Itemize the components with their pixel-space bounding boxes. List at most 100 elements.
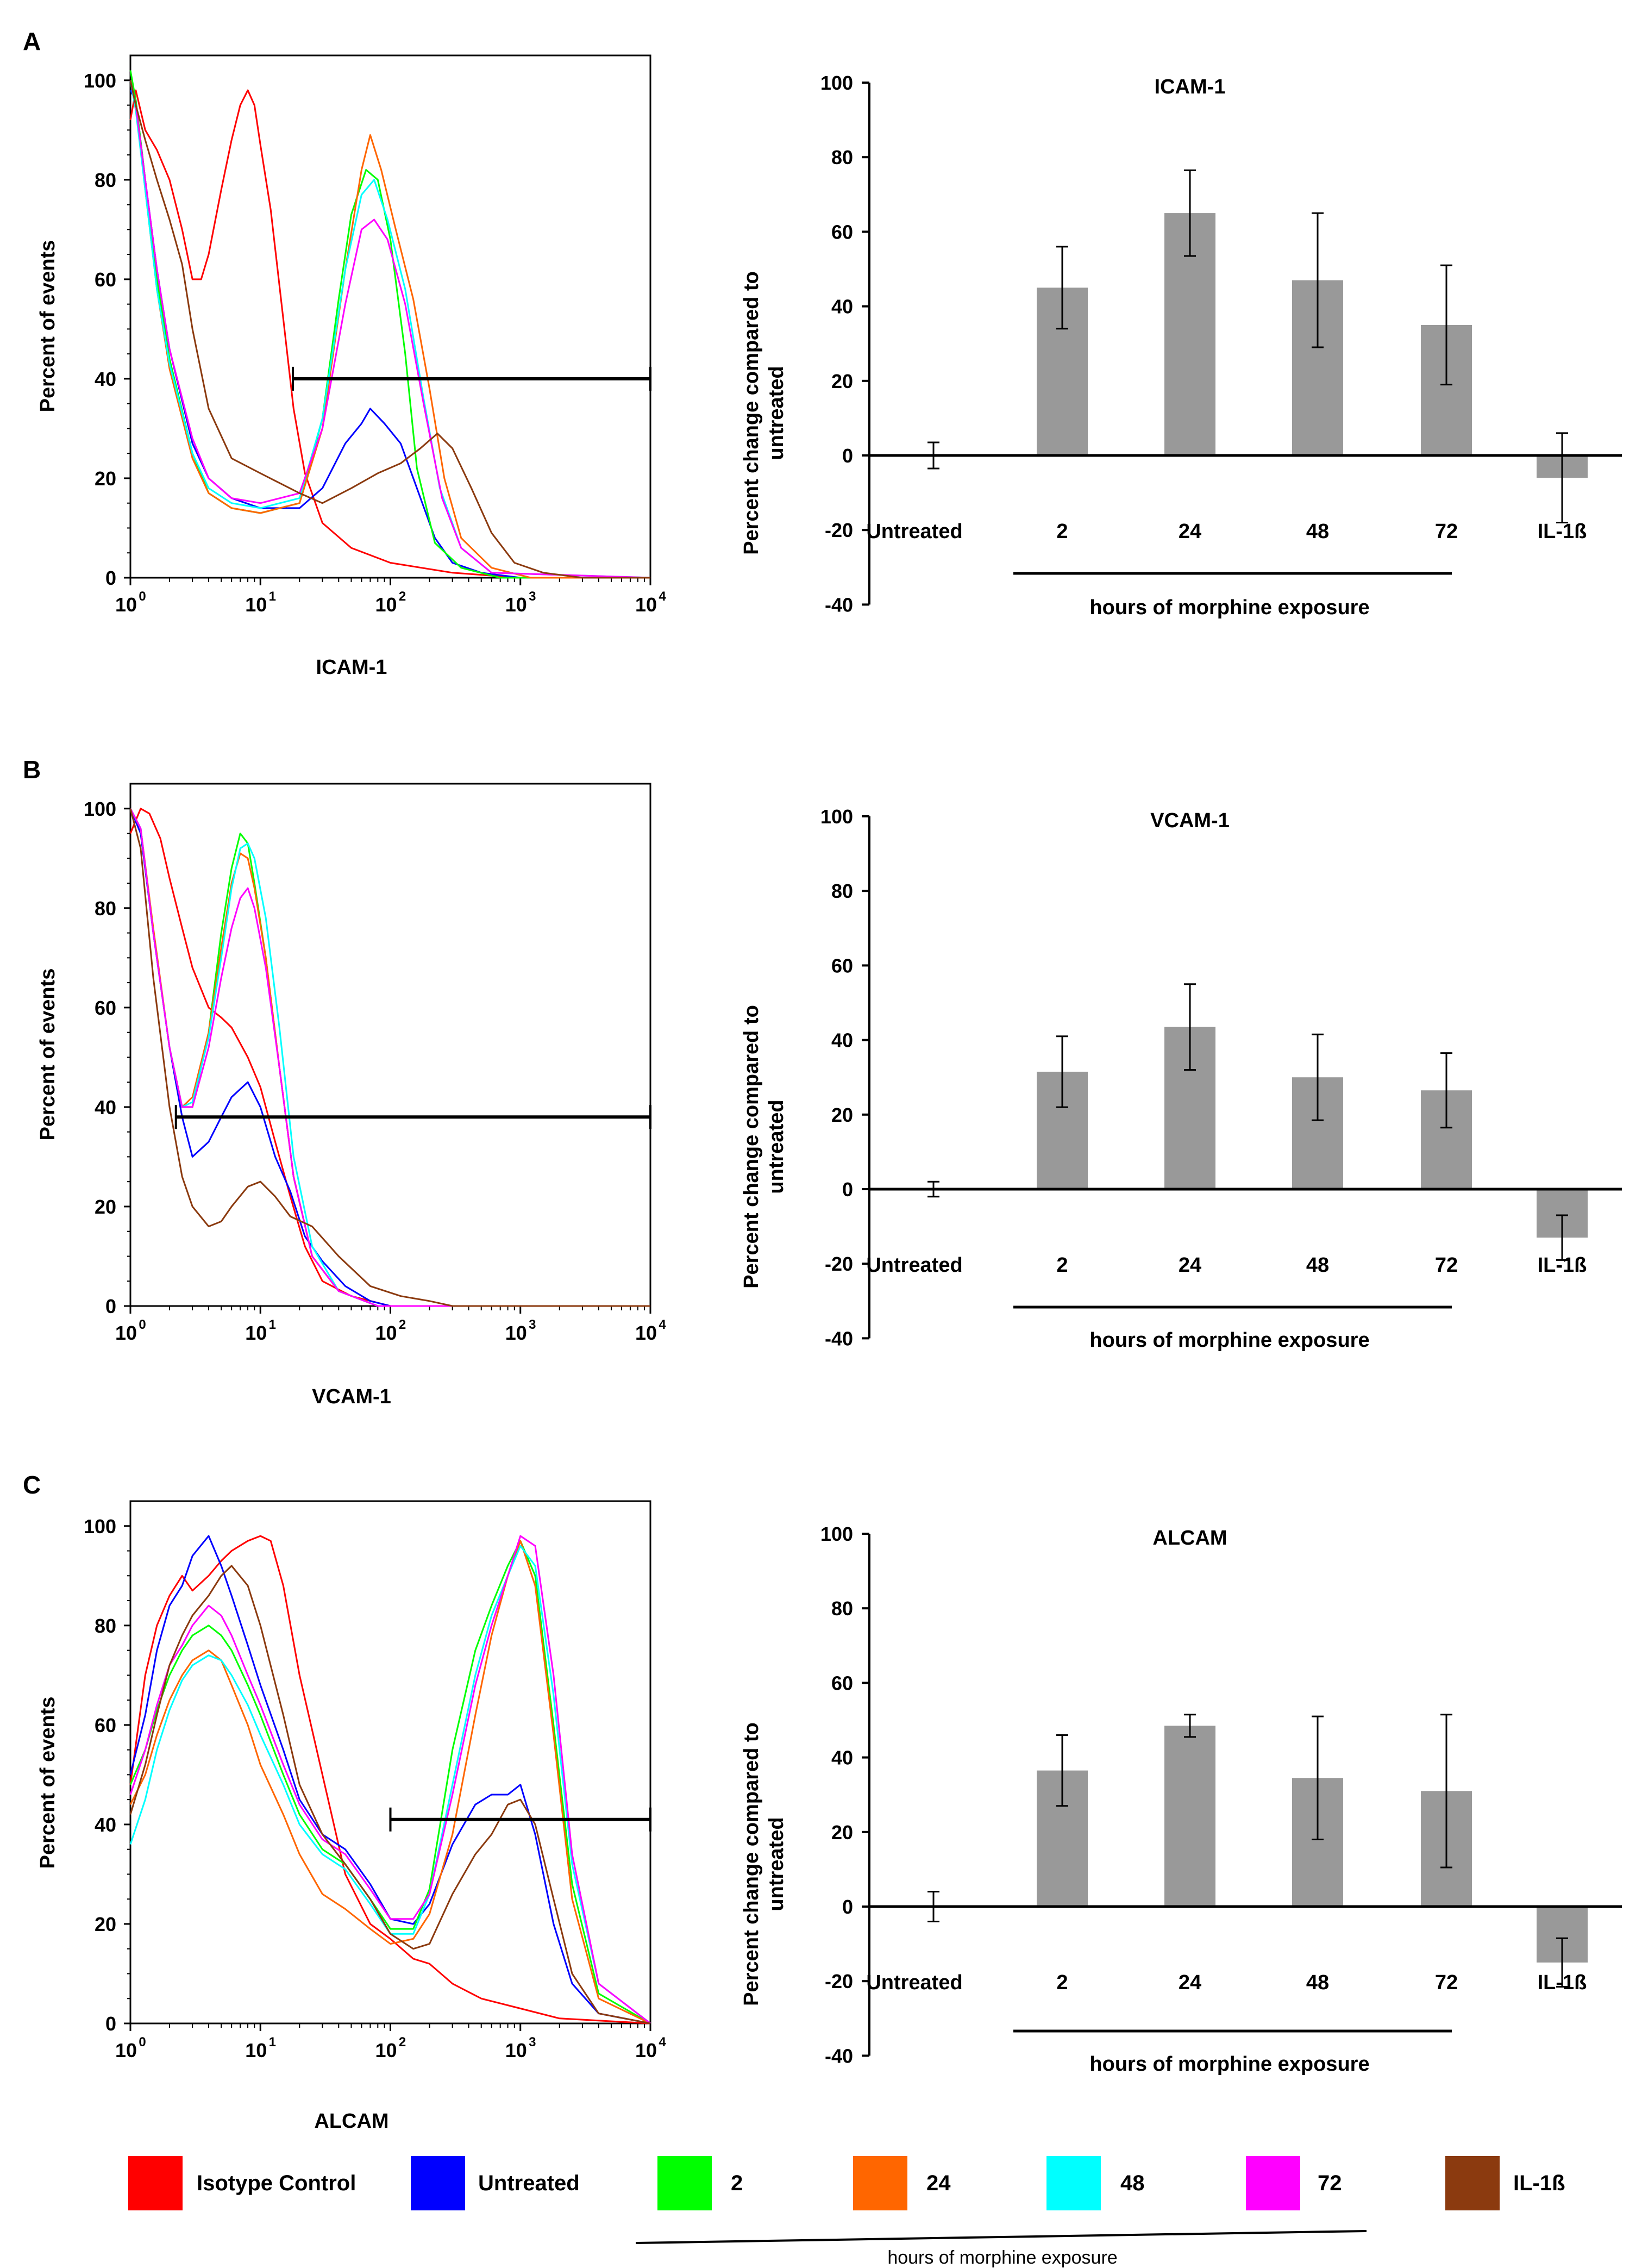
legend-label-isotype: Isotype Control (197, 2171, 356, 2195)
bar-category-label: IL-1ß (1538, 1971, 1587, 1994)
y-tick-label: 0 (105, 2013, 116, 2035)
bar-chart-a: -40 -20 0 20 40 60 80 100 Untreated 2 24 48 72 IL-1ß (820, 72, 1622, 616)
histogram-series-line (129, 1535, 651, 2025)
x-tick-exponent: 0 (139, 2035, 146, 2050)
histogram-series-line (129, 90, 650, 579)
bar-y-tick-label: -20 (825, 1253, 853, 1275)
x-tick-label: 10 (505, 1322, 527, 1344)
x-tick-label: 10 (505, 2039, 527, 2061)
y-tick-label: 60 (95, 997, 116, 1019)
bar-chart-b: -40 -20 0 20 40 60 80 100 Untreated 2 24 48 72 IL-1ß (820, 805, 1622, 1349)
bar-y-tick-label: 80 (831, 880, 853, 902)
legend-group-line (635, 2230, 1367, 2244)
bar-y-tick-label: 60 (831, 221, 853, 243)
histogram-series-line (129, 89, 650, 579)
bar-ylabel-c-line1: Percent change compared to (740, 1722, 763, 2006)
legend-footer: hours of morphine exposure (887, 2247, 1117, 2268)
y-tick-label: 0 (105, 1295, 116, 1317)
bar-chart-c: -40 -20 0 20 40 60 80 100 Untreated 2 24 48 72 IL-1ß (820, 1523, 1622, 2067)
bar-y-tick-label: 20 (831, 1104, 853, 1126)
histogram-series-line (129, 80, 650, 579)
histogram-series-line (129, 1540, 651, 2025)
histogram-ylabel-c: Percent of events (36, 1697, 59, 1869)
bar-y-tick-label: 0 (842, 445, 853, 467)
bar-title-a: ICAM-1 (1155, 76, 1226, 98)
bar-y-tick-label: 20 (831, 1821, 853, 1844)
histogram-ylabel-a: Percent of events (36, 240, 59, 413)
x-tick-exponent: 3 (529, 1317, 536, 1332)
bar-category-label: Untreated (866, 1254, 962, 1277)
x-tick-exponent: 4 (659, 589, 666, 604)
x-tick-exponent: 2 (399, 2035, 406, 2050)
y-tick-label: 20 (95, 467, 116, 490)
bar-category-label: Untreated (866, 1971, 962, 1994)
legend-swatch-48h (1046, 2156, 1101, 2210)
legend-label-72h: 72 (1318, 2171, 1342, 2195)
histogram-series-line (129, 1535, 651, 2025)
x-tick-label: 10 (245, 593, 267, 616)
x-tick-label: 10 (115, 1322, 137, 1344)
histogram-frame (129, 1500, 651, 2025)
bar-ylabel-b-line2: untreated (765, 1099, 788, 1194)
legend-label-24h: 24 (926, 2171, 951, 2195)
bar-y-tick-label: -40 (825, 2045, 853, 2067)
histogram-series-line (129, 1535, 651, 2025)
x-tick-label: 10 (635, 2039, 657, 2061)
bar-y-tick-label: 40 (831, 296, 853, 318)
y-tick-label: 100 (84, 1515, 116, 1538)
legend-label-2h: 2 (731, 2171, 743, 2195)
y-tick-label: 60 (95, 268, 116, 291)
histogram-series-line (129, 1565, 651, 2025)
bar-y-tick-label: 100 (820, 72, 853, 94)
bar-title-c: ALCAM (1152, 1527, 1227, 1550)
bar-category-label: 2 (1056, 520, 1068, 543)
histogram-series-line (129, 70, 650, 579)
histogram-frame (129, 54, 651, 579)
bar-y-tick-label: 40 (831, 1029, 853, 1052)
y-tick-label: 100 (84, 70, 116, 92)
y-tick-label: 40 (95, 1096, 116, 1119)
x-tick-exponent: 1 (269, 2035, 276, 2050)
histogram-series-line (129, 1545, 651, 2025)
legend-swatch-isotype (128, 2156, 183, 2210)
x-tick-exponent: 3 (529, 589, 536, 604)
bar-y-tick-label: -20 (825, 1970, 853, 1992)
x-tick-label: 10 (635, 593, 657, 616)
bar-y-tick-label: 80 (831, 1597, 853, 1620)
panel-letter-c: C (23, 1471, 41, 1499)
x-tick-label: 10 (375, 2039, 397, 2061)
histogram-series-line (129, 808, 650, 1307)
x-tick-exponent: 0 (139, 1317, 146, 1332)
legend-swatch-il1b (1445, 2156, 1500, 2210)
x-tick-exponent: 4 (659, 1317, 666, 1332)
bar-category-label: IL-1ß (1538, 1254, 1587, 1277)
x-tick-label: 10 (115, 593, 137, 616)
y-tick-label: 80 (95, 169, 116, 191)
bar-y-tick-label: -40 (825, 1327, 853, 1349)
legend-label-48h: 48 (1120, 2171, 1145, 2195)
x-tick-label: 10 (375, 1322, 397, 1344)
histogram-series-line (129, 808, 650, 1307)
bar-category-label: 48 (1306, 1971, 1329, 1994)
x-tick-label: 10 (635, 1322, 657, 1344)
legend-label-il1b: IL-1ß (1513, 2171, 1565, 2195)
bar-group-label-a: hours of morphine exposure (1089, 596, 1369, 619)
legend: Isotype Control Untreated 2 24 48 72 IL-… (128, 2156, 1565, 2268)
bar-category-label: IL-1ß (1538, 520, 1587, 543)
bar-y-tick-label: 0 (842, 1178, 853, 1201)
bar-y-tick-label: 80 (831, 146, 853, 168)
bar-y-tick-label: 0 (842, 1896, 853, 1918)
bar-group-label-b: hours of morphine exposure (1089, 1329, 1369, 1352)
bar-ylabel-a-line2: untreated (765, 366, 788, 460)
bar-ylabel-b-line1: Percent change compared to (740, 1005, 763, 1289)
x-tick-exponent: 1 (269, 1317, 276, 1332)
x-tick-exponent: 0 (139, 589, 146, 604)
legend-label-untreated: Untreated (478, 2171, 580, 2195)
y-tick-label: 80 (95, 897, 116, 920)
legend-swatch-2h (657, 2156, 712, 2210)
